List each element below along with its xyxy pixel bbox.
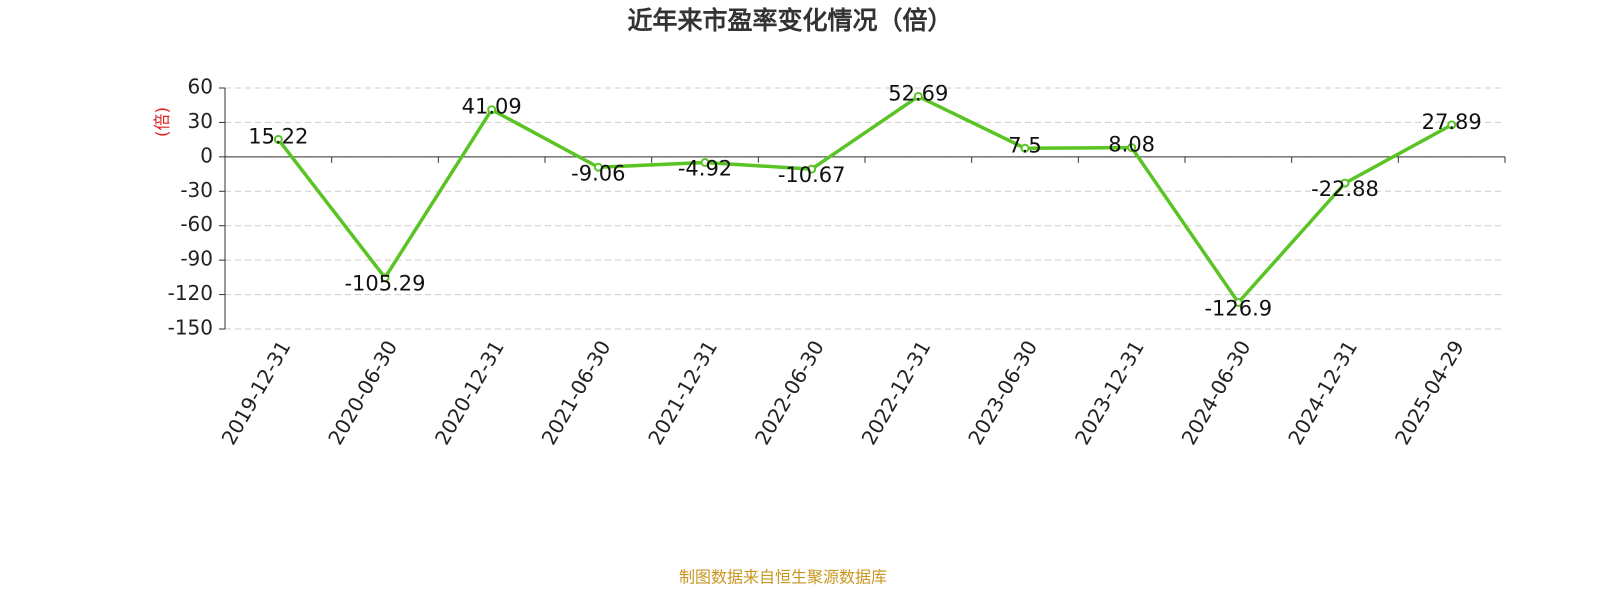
y-tick-label: -60 <box>180 212 213 236</box>
value-label: -105.29 <box>344 272 425 296</box>
value-label: -4.92 <box>678 157 732 181</box>
y-axis-label: (倍) <box>153 107 173 137</box>
point <box>807 164 817 174</box>
point <box>487 105 497 115</box>
x-tick-label: 2024-06-30 <box>1177 336 1256 449</box>
point <box>1233 297 1243 307</box>
value-label: -9.06 <box>571 161 625 185</box>
x-tick-label: 2021-12-31 <box>643 336 722 449</box>
y-tick-label: 30 <box>188 109 213 133</box>
point <box>913 91 923 101</box>
value-label: -22.88 <box>1311 177 1379 201</box>
value-label: 7.5 <box>1008 133 1041 157</box>
x-tick-label: 2020-06-30 <box>323 336 402 449</box>
value-label: -10.67 <box>778 163 846 187</box>
point <box>700 158 710 168</box>
y-tick-label: 60 <box>188 75 213 99</box>
value-label: 27.89 <box>1422 110 1482 134</box>
x-tick-label: 2025-04-29 <box>1390 336 1469 449</box>
value-label: -126.9 <box>1204 296 1272 320</box>
x-tick-label: 2021-06-30 <box>537 336 616 449</box>
y-tick-label: -30 <box>180 178 213 202</box>
y-tick-label: -150 <box>168 316 213 340</box>
x-tick-label: 2023-06-30 <box>963 336 1042 449</box>
x-tick-label: 2022-12-31 <box>857 336 936 449</box>
y-tick-label: -120 <box>168 281 213 305</box>
source-note: 制图数据来自恒生聚源数据库 <box>679 568 887 587</box>
point <box>593 162 603 172</box>
point <box>1340 178 1350 188</box>
value-label: 8.08 <box>1108 133 1155 157</box>
value-label: 15.22 <box>248 124 308 148</box>
y-tick-label: -90 <box>180 247 213 271</box>
x-tick-label: 2022-06-30 <box>750 336 829 449</box>
point <box>1447 120 1457 130</box>
x-tick-label: 2019-12-31 <box>217 336 296 449</box>
point <box>273 134 283 144</box>
x-tick-label: 2023-12-31 <box>1070 336 1149 449</box>
x-tick-label: 2020-12-31 <box>430 336 509 449</box>
point <box>1127 143 1137 153</box>
value-label: 41.09 <box>462 95 522 119</box>
chart-title: 近年来市盈率变化情况（倍） <box>627 6 952 35</box>
x-tick-label: 2024-12-31 <box>1283 336 1362 449</box>
y-tick-label: 0 <box>200 143 213 167</box>
line <box>276 94 1453 305</box>
point <box>1020 143 1030 153</box>
value-label: 52.69 <box>888 81 948 105</box>
point <box>380 273 390 283</box>
